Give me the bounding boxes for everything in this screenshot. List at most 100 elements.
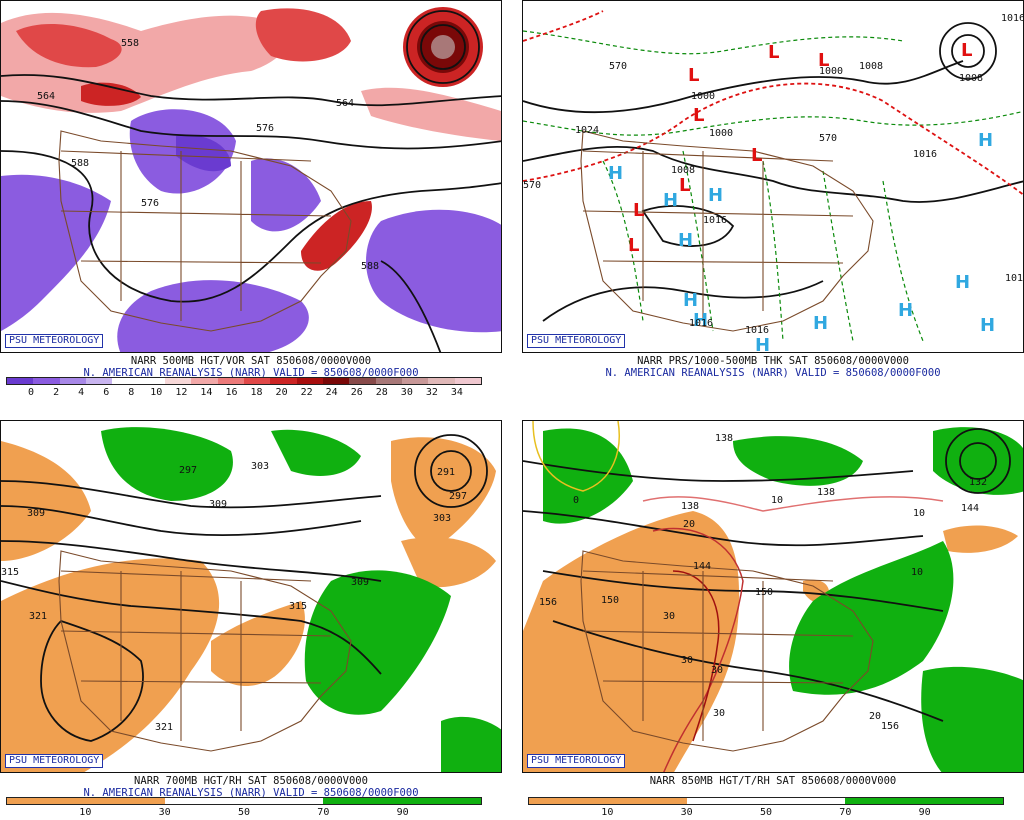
high-marker-12: H xyxy=(755,335,770,353)
colorbar-swatch xyxy=(608,798,687,804)
hgt-low-700-1 xyxy=(430,450,472,492)
hgt-contour-564 xyxy=(1,74,501,107)
temp-contour-10 xyxy=(642,496,944,512)
caption-title: NARR 850MB HGT/T/RH SAT 850608/0000V000 xyxy=(649,775,897,787)
colorbar-swatch xyxy=(165,798,244,804)
temp-label-10: 10 xyxy=(771,495,783,506)
isobar-label-1016: 1016 xyxy=(913,149,937,160)
colorbar-tick: 0 xyxy=(28,387,35,398)
low-marker-4: L xyxy=(693,105,704,126)
low-marker-8: L xyxy=(628,235,639,256)
hgt-contour-150 xyxy=(542,570,944,612)
colorbar-tick: 90 xyxy=(918,807,931,818)
isobar-label-1000-b: 1000 xyxy=(691,91,715,102)
vort-negative-plains xyxy=(251,158,321,232)
map-850mb-t-rh: 138 138 144 150 150 156 132 138 144 156 … xyxy=(522,420,1024,773)
colorbar-swatch xyxy=(375,378,402,384)
us-outline xyxy=(580,130,874,332)
colorbar-tick: 10 xyxy=(601,807,614,818)
colorbar-tick: 70 xyxy=(839,807,852,818)
isobar-label-1008: 1008 xyxy=(859,61,883,72)
hgt-label-315-west: 315 xyxy=(1,567,19,578)
low-marker-7: L xyxy=(633,200,644,221)
colorbar-tick: 30 xyxy=(400,387,413,398)
isobar-label-1016-f: 1016 xyxy=(1001,13,1024,24)
isobar-label-1000: 1000 xyxy=(819,66,843,77)
colorbar-tick: 26 xyxy=(350,387,363,398)
dry-southwest xyxy=(1,558,220,772)
hgt-label-150: 150 xyxy=(755,587,773,598)
hgt-label-576: 576 xyxy=(256,123,274,134)
caption-title: NARR 500MB HGT/VOR SAT 850608/0000V000 xyxy=(130,355,372,367)
temp-contour-30 xyxy=(672,570,720,742)
hgt-label-138-north: 138 xyxy=(715,433,733,444)
caption-title: NARR 700MB HGT/RH SAT 850608/0000V000 xyxy=(134,775,368,787)
colorbar-swatch xyxy=(428,378,455,384)
colorbar-swatch xyxy=(86,798,165,804)
temp-label-30: 30 xyxy=(663,611,675,622)
psu-meteorology-badge: PSU METEOROLOGY xyxy=(5,754,104,768)
colorbar-tick: 2 xyxy=(53,387,60,398)
isobar-plains-low xyxy=(641,205,735,247)
moist-hudson xyxy=(271,429,361,476)
colorbar-tick: 32 xyxy=(425,387,438,398)
colorbar-swatch xyxy=(33,378,60,384)
moist-east xyxy=(304,570,451,715)
hgt-label-138: 138 xyxy=(681,501,699,512)
hgt-contour-570 xyxy=(1,100,501,150)
high-marker-2: H xyxy=(663,190,678,211)
dry-labrador xyxy=(391,437,496,551)
moist-canada xyxy=(101,427,233,501)
rh-colorbar-ticks: 10 30 50 70 90 xyxy=(6,807,482,819)
isobar-label-1008-b: 1008 xyxy=(671,165,695,176)
colorbar-tick: 14 xyxy=(200,387,213,398)
psu-meteorology-badge: PSU METEOROLOGY xyxy=(5,334,104,348)
colorbar-tick: 22 xyxy=(300,387,313,398)
colorbar-swatch xyxy=(349,378,376,384)
moist-southeast xyxy=(441,716,501,772)
colorbar-tick: 30 xyxy=(158,807,171,818)
dry-pacific-north xyxy=(1,441,91,561)
colorbar-swatch xyxy=(270,378,297,384)
hgt-label-564-east: 564 xyxy=(336,98,354,109)
colorbar-tick: 18 xyxy=(250,387,263,398)
vort-max-bc xyxy=(81,82,141,106)
colorbar-tick: 6 xyxy=(103,387,110,398)
panel-700mb-rh: 309 297 291 309 303 309 315 321 321 315 … xyxy=(0,420,502,820)
hgt-label-291: 291 xyxy=(437,467,455,478)
colorbar-tick: 90 xyxy=(396,807,409,818)
caption-title: NARR PRS/1000-500MB THK SAT 850608/0000V… xyxy=(637,355,909,367)
hgt-label-297-north: 297 xyxy=(179,465,197,476)
thickness-570-north xyxy=(523,10,604,42)
vort-negative-mexico xyxy=(117,280,309,352)
thickness-552 xyxy=(523,110,1023,136)
colorbar-tick: 34 xyxy=(450,387,463,398)
colorbar-swatch xyxy=(687,798,766,804)
temp-label-10-c: 10 xyxy=(911,567,923,578)
temp-contour-20 xyxy=(652,527,744,772)
high-marker-4: H xyxy=(678,230,693,251)
hgt-contour-303 xyxy=(1,505,362,537)
colorbar-tick: 12 xyxy=(175,387,188,398)
caption-valid: N. AMERICAN REANALYSIS (NARR) VALID = 85… xyxy=(605,367,941,379)
moist-southeast xyxy=(921,666,1023,772)
caption-valid: N. AMERICAN REANALYSIS (NARR) VALID = 85… xyxy=(83,367,419,379)
high-marker-9: H xyxy=(955,272,970,293)
us-outline xyxy=(58,550,352,752)
colorbar-swatch xyxy=(243,378,271,384)
vorticity-field: 564 588 576 564 558 588 576 xyxy=(1,7,501,352)
isobar-1008 xyxy=(523,60,964,114)
vort-negative-core xyxy=(176,134,231,172)
rh-colorbar-ticks: 10 30 50 70 90 xyxy=(528,807,1004,819)
colorbar-swatch xyxy=(59,378,86,384)
hgt-low-contour-2 xyxy=(406,10,480,84)
high-marker-10: H xyxy=(980,315,995,336)
vort-labrador-band xyxy=(361,87,501,141)
colorbar-swatch xyxy=(7,798,86,804)
hgt-contour-297 xyxy=(1,480,382,509)
us-outline xyxy=(58,130,352,332)
hgt-label-315: 315 xyxy=(289,601,307,612)
rh-field: 309 297 291 309 303 309 315 321 321 315 … xyxy=(1,427,501,772)
isobar-label-1008-east: 1008 xyxy=(959,73,983,84)
temp-label-30-b: 30 xyxy=(681,655,693,666)
